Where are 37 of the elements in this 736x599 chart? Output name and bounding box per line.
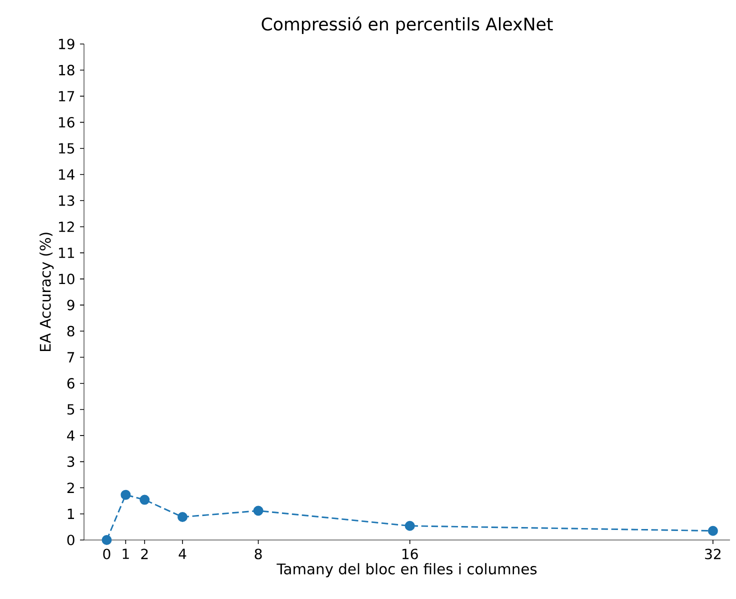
y-tick-label: 17	[59, 91, 74, 102]
point	[708, 526, 718, 536]
point	[253, 506, 264, 516]
point	[102, 534, 112, 545]
y-tick-label: 14	[59, 169, 74, 180]
y-tick-label: 11	[59, 248, 74, 258]
y-tick-label: 10	[59, 274, 74, 284]
point	[140, 494, 150, 505]
point	[178, 512, 188, 522]
y-tick-label: 5	[67, 404, 74, 415]
y-tick-label: 16	[59, 117, 74, 128]
y-tick-label: 19	[59, 38, 74, 50]
x-tick-label: 0	[103, 548, 110, 560]
y-tick-label: 2	[67, 482, 74, 493]
y-tick-label: 15	[59, 143, 74, 154]
y-tick-label: 4	[67, 430, 74, 441]
y-axis-title: EA Accuracy (%)	[39, 232, 54, 352]
x-tick-label: 4	[178, 548, 186, 559]
x-tick-label: 1	[122, 548, 129, 559]
x-tick-label: 32	[705, 548, 720, 560]
y-tick-label: 3	[67, 456, 74, 467]
point	[120, 490, 131, 500]
x-tick-label: 8	[254, 548, 262, 560]
chart-title: Compressió en percentils AlexNet	[262, 16, 553, 34]
y-tick-label: 12	[59, 222, 74, 232]
point	[404, 520, 415, 531]
y-tick-label: 13	[59, 195, 74, 206]
y-tick-label: 7	[68, 352, 74, 362]
x-axis-title: Tamany del bloc en files i columnes	[276, 563, 537, 578]
y-tick-label: 1	[68, 508, 74, 519]
y-tick-label: 18	[59, 64, 74, 76]
x-tick-label: 16	[402, 548, 418, 560]
y-tick-label: 0	[67, 534, 74, 546]
y-tick-label: 6	[67, 378, 74, 389]
x-tick-label: 2	[141, 548, 148, 560]
y-tick-label: 9	[67, 300, 74, 310]
y-tick-label: 8	[67, 326, 74, 336]
